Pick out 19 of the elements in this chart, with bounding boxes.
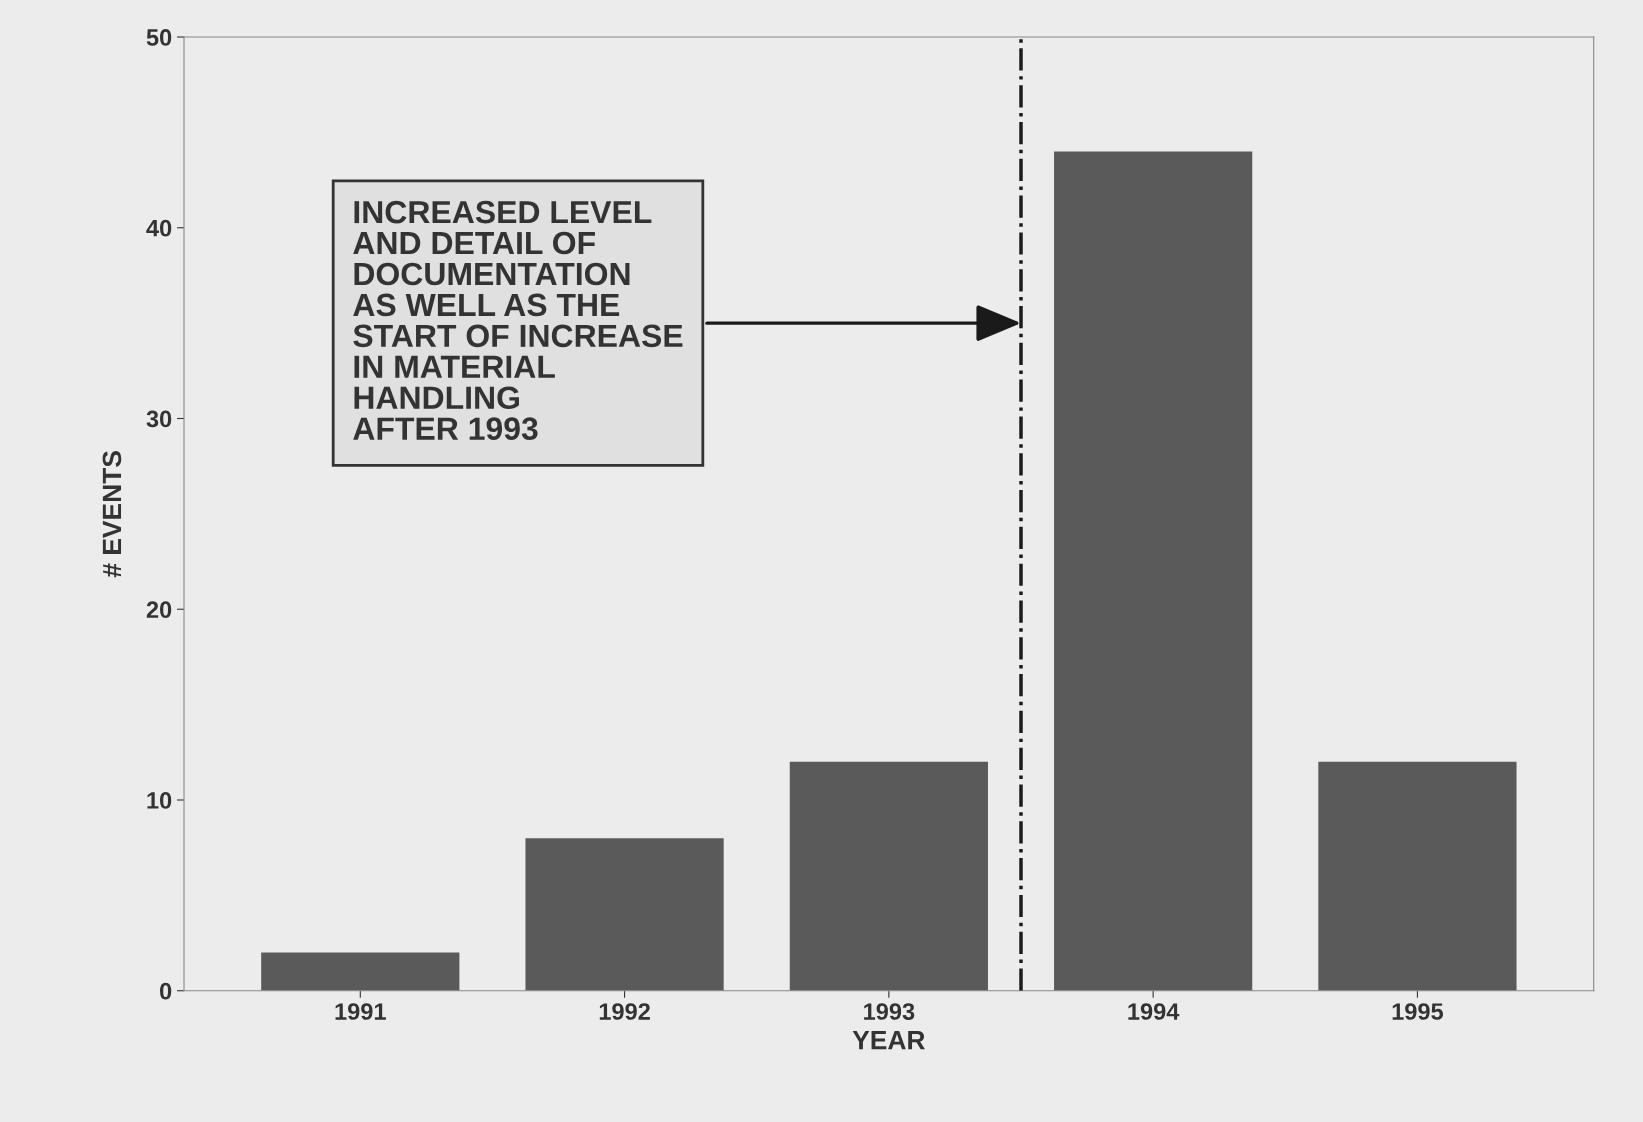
- y-tick-label: 50: [146, 29, 172, 46]
- y-tick-label: 0: [160, 982, 172, 1000]
- bar: [1054, 151, 1253, 991]
- bar: [525, 838, 724, 991]
- x-tick-label: 1994: [1128, 1003, 1180, 1020]
- x-tick-label: 1993: [864, 1003, 915, 1020]
- x-axis-title: YEAR: [852, 1031, 925, 1050]
- bar: [789, 761, 988, 991]
- y-axis-title: # EVENTS: [102, 451, 122, 578]
- y-tick-label: 40: [146, 219, 172, 237]
- y-tick-label: 30: [146, 410, 172, 428]
- y-tick-label: 10: [147, 792, 172, 809]
- bar: [261, 952, 460, 991]
- y-tick-label: 20: [146, 601, 172, 619]
- x-tick-label: 1995: [1392, 1003, 1444, 1020]
- bar: [1318, 761, 1517, 991]
- annotation: INCREASED LEVEL AND DETAIL OF DOCUMENTATION AS WELL AS THE START OF INCREASE IN MATERIAL HANDLING AFTER 1993: [353, 200, 683, 441]
- x-tick-label: 1991: [335, 1003, 386, 1020]
- x-tick-label: 1992: [599, 1003, 650, 1020]
